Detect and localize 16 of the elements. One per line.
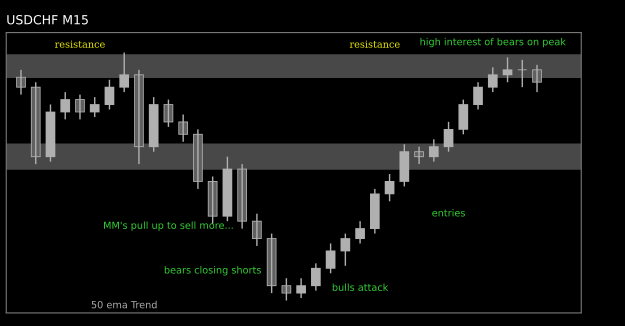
annotation: entries [432,209,465,217]
text: resistance [54,40,105,48]
candlestick [46,104,56,162]
candlestick [75,94,85,120]
text: high interest of bears on peak [420,38,566,48]
text: 50 ema Trend [92,300,157,308]
annotation: bulls attack [332,283,388,291]
candlestick [384,173,394,202]
candlestick [104,79,114,110]
candlestick [517,59,528,88]
chart-title: USDCHF M15 [7,14,88,24]
annotation: MM's pull up to sell more... [104,221,233,231]
candlestick [164,98,174,128]
text: resistance [350,40,400,48]
annotation: bears closing shorts [164,266,261,276]
candlestick [473,82,483,110]
